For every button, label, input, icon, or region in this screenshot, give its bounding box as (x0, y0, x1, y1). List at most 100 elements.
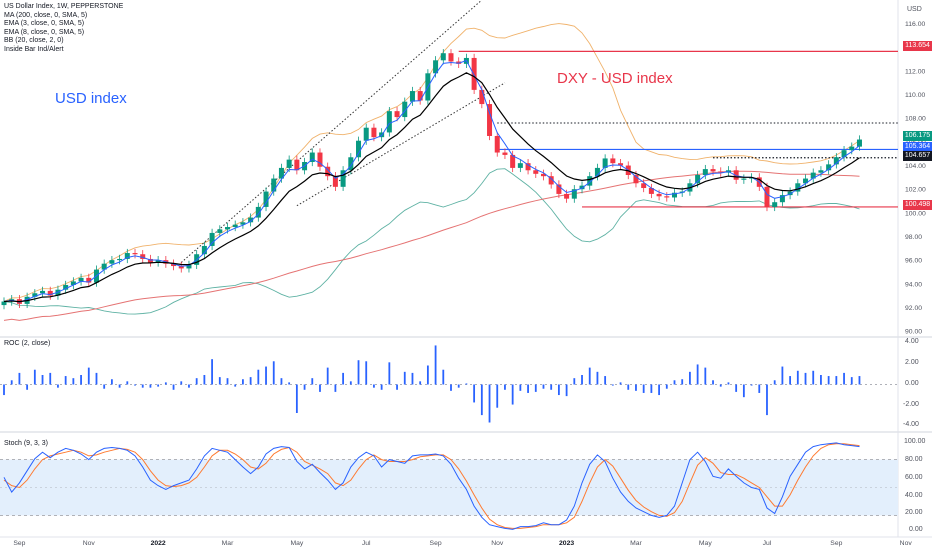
candle (224, 227, 231, 230)
price-axis-tick: 102.00 (905, 187, 926, 194)
candle (217, 229, 223, 233)
roc-bar (57, 384, 59, 388)
candle (594, 167, 600, 177)
roc-bar (642, 384, 645, 393)
candle (671, 192, 678, 198)
time-axis-tick: Nov (83, 540, 96, 547)
candle (826, 164, 832, 171)
candle (841, 150, 847, 158)
roc-bar (450, 384, 452, 391)
candle (271, 178, 277, 192)
roc-bar (850, 377, 853, 385)
roc-bar (110, 379, 113, 385)
candle (749, 177, 755, 179)
roc-bar (619, 382, 622, 385)
annotation-dxy: DXY - USD index (557, 70, 673, 87)
candle (348, 157, 354, 171)
roc-bar (742, 384, 745, 398)
candle (533, 170, 539, 174)
price-axis-tick: 110.00 (905, 92, 926, 99)
roc-bar (319, 384, 321, 392)
candle (648, 188, 654, 194)
candle (440, 53, 446, 61)
roc-bar (303, 384, 306, 390)
roc-axis-label: -2.00 (903, 401, 919, 408)
roc-bar (804, 372, 807, 385)
roc-bar (480, 384, 483, 416)
time-axis-tick: Mar (222, 540, 234, 547)
bb-lower-line (3, 168, 860, 315)
candle (517, 163, 523, 168)
roc-bar (820, 375, 822, 385)
roc-bar (272, 361, 275, 385)
candle (849, 146, 855, 151)
roc-bar (827, 376, 830, 385)
candle (171, 263, 177, 267)
stoch-axis-label: 20.00 (905, 509, 923, 516)
candle (579, 185, 585, 190)
indicator-inside-bar: Inside Bar Ind/Alert (4, 45, 64, 53)
roc-axis-label: 2.00 (905, 359, 919, 366)
candle (332, 176, 338, 187)
roc-bar (858, 376, 861, 385)
roc-bar (72, 378, 75, 385)
candle (402, 101, 408, 118)
roc-panel (0, 345, 898, 423)
roc-bar (735, 384, 738, 392)
candle (525, 163, 531, 171)
roc-bar (488, 384, 491, 423)
roc-bar (134, 384, 136, 386)
roc-axis-label: 4.00 (905, 338, 919, 345)
roc-bar (188, 384, 190, 388)
badge-support-dotted: 104.657 (903, 151, 932, 161)
roc-bar (496, 384, 499, 408)
stoch-k-line (3, 442, 860, 530)
roc-bar (696, 364, 699, 385)
time-axis-tick: May (290, 540, 303, 547)
roc-bar (411, 372, 414, 385)
badge-last-price: 106.175 (903, 131, 932, 141)
candle (479, 89, 485, 105)
roc-bar (596, 371, 599, 385)
roc-bar (265, 366, 267, 385)
roc-axis-label: -4.00 (903, 421, 919, 428)
roc-bar (635, 384, 637, 391)
candle (803, 178, 809, 184)
roc-bar (211, 359, 213, 385)
badge-support-lower-value: 100.498 (904, 201, 931, 208)
candle (818, 170, 824, 173)
candle (63, 284, 69, 290)
currency-label: USD (907, 6, 922, 13)
roc-bar (357, 360, 360, 385)
candle (741, 178, 747, 180)
stoch-axis-label: 40.00 (905, 492, 923, 499)
roc-bar (311, 378, 314, 385)
candle (32, 293, 38, 297)
roc-axis-label: 0.00 (905, 380, 919, 387)
time-axis-tick: Jul (763, 540, 772, 547)
stoch-axis-label: 100.00 (904, 438, 926, 445)
candle (47, 290, 53, 296)
roc-bar (534, 384, 537, 392)
roc-bar (257, 369, 260, 385)
roc-bar (627, 384, 630, 390)
time-axis-tick: Jul (362, 540, 371, 547)
roc-bar (704, 367, 707, 385)
roc-bar (473, 384, 476, 403)
candle (417, 91, 423, 101)
time-axis-tick: 2023 (559, 540, 574, 547)
roc-bar (172, 384, 175, 390)
candle (540, 173, 546, 177)
roc-bar (195, 378, 198, 385)
trend-channel-upper (180, 0, 483, 263)
roc-bar (511, 384, 514, 405)
roc-bar (604, 376, 607, 385)
badge-support-upper-value: 105.364 (904, 143, 931, 150)
time-axis-tick: May (699, 540, 712, 547)
candle (356, 140, 362, 158)
candle (117, 258, 123, 261)
stoch-title: Stoch (9, 3, 3) (4, 440, 48, 447)
indicator-ema3: EMA (3, close, 0, SMA, 5) (4, 20, 85, 28)
roc-bar (164, 382, 167, 385)
stoch-band (0, 459, 898, 516)
